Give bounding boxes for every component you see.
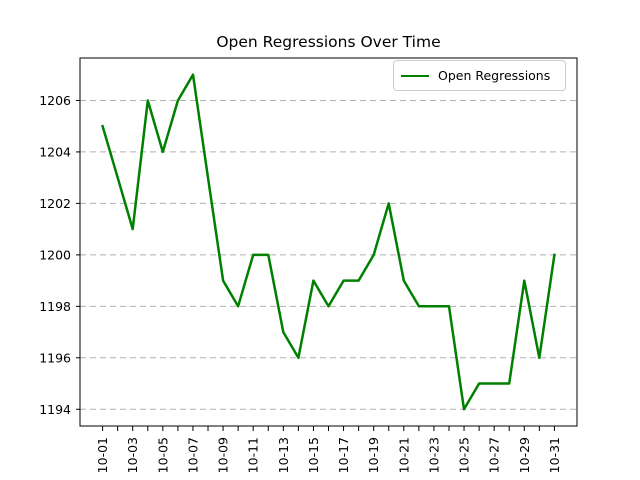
axes-spines — [79, 57, 578, 427]
x-tick-label: 10-31 — [547, 437, 562, 473]
y-tick-label: 1198 — [39, 299, 71, 314]
y-gridlines — [80, 99, 577, 410]
x-tick-label: 10-01 — [95, 437, 110, 473]
x-tick-label: 10-15 — [306, 437, 321, 473]
x-tick-label: 10-21 — [396, 437, 411, 473]
x-tick-label: 10-03 — [125, 437, 140, 473]
x-tick-label: 10-23 — [426, 437, 441, 473]
x-tick-label: 10-05 — [155, 437, 170, 473]
y-tick-label: 1196 — [39, 350, 71, 365]
y-tick-label: 1206 — [39, 93, 71, 108]
y-tick-label: 1194 — [39, 402, 71, 417]
x-tick-label: 10-29 — [517, 437, 532, 473]
x-tick-label: 10-13 — [276, 437, 291, 473]
data-line-open-regressions — [101, 73, 556, 411]
x-tick-label: 10-17 — [336, 437, 351, 473]
y-tick-label: 1202 — [39, 196, 71, 211]
x-tick-label: 10-07 — [185, 437, 200, 473]
y-tick-label: 1204 — [39, 144, 71, 159]
x-tick-label: 10-25 — [457, 437, 472, 473]
chart-title: Open Regressions Over Time — [216, 33, 441, 51]
legend-line-swatch — [401, 74, 429, 77]
x-tick-label: 10-11 — [246, 437, 261, 473]
legend: Open Regressions — [393, 60, 566, 91]
y-axis-ticks: 1194 1196 1198 1200 1202 1204 1206 — [39, 93, 80, 417]
x-axis-ticks: 10-01 10-03 10-05 10-07 10-09 10-11 10-13 10-15… — [95, 426, 562, 473]
x-tick-label: 10-19 — [366, 437, 381, 473]
y-tick-label: 1200 — [39, 247, 71, 262]
x-tick-label: 10-09 — [216, 437, 231, 473]
x-tick-label: 10-27 — [487, 437, 502, 473]
legend-label: Open Regressions — [438, 68, 551, 83]
